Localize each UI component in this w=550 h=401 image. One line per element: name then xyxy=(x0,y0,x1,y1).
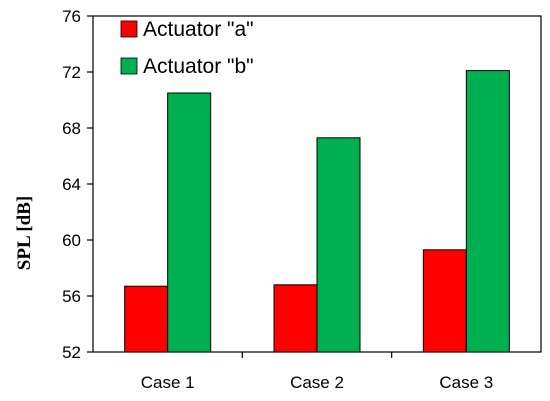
y-tick-label: 56 xyxy=(62,287,81,306)
y-tick-label: 76 xyxy=(62,7,81,26)
legend-swatch-actuator-b xyxy=(120,57,138,75)
bar-actuator-a-2 xyxy=(273,284,318,353)
plot-area: 52 56 60 64 68 72 76 Case 1 Case 2 Case 3 Actuator… xyxy=(62,7,542,392)
legend-label-actuator-a: Actuator "a" xyxy=(143,18,254,41)
legend-label-actuator-b: Actuator "b" xyxy=(143,55,254,78)
x-category-label: Case 1 xyxy=(141,373,195,392)
y-tick-label: 72 xyxy=(62,63,81,82)
bar-actuator-b-1 xyxy=(167,92,212,353)
bar-actuator-b-3 xyxy=(465,70,510,353)
x-category-label: Case 2 xyxy=(290,373,344,392)
y-tick-label: 52 xyxy=(62,343,81,362)
y-axis-title: SPL [dB] xyxy=(14,196,35,270)
bar-actuator-b-2 xyxy=(316,137,361,353)
bar-actuator-a-3 xyxy=(422,249,467,353)
y-tick-label: 68 xyxy=(62,119,81,138)
x-category-label: Case 3 xyxy=(439,373,493,392)
y-tick-label: 60 xyxy=(62,231,81,250)
y-tick-label: 64 xyxy=(62,175,81,194)
bar-actuator-a-1 xyxy=(124,285,169,353)
legend-swatch-actuator-a xyxy=(120,20,138,38)
